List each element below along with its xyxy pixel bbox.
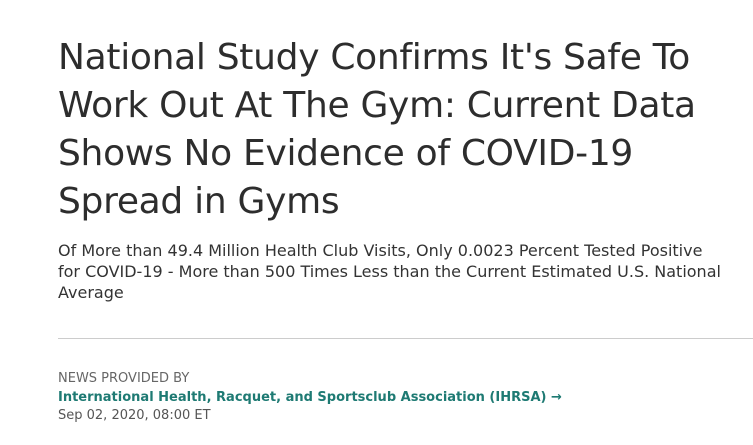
subtitle: Of More than 49.4 Million Health Club Vi…	[58, 241, 721, 302]
title: National Study Confirms It's Safe To Wor…	[58, 37, 696, 222]
provider-link[interactable]: International Health, Racquet, and Sport…	[58, 390, 562, 405]
date: Sep 02, 2020, 08:00 ET	[58, 408, 211, 423]
provider-label: NEWS PROVIDED BY	[58, 371, 190, 386]
provider: NEWS PROVIDED BY International Health, R…	[58, 371, 562, 423]
divider	[58, 338, 753, 339]
header: National Study Confirms It's Safe To Wor…	[58, 34, 728, 303]
